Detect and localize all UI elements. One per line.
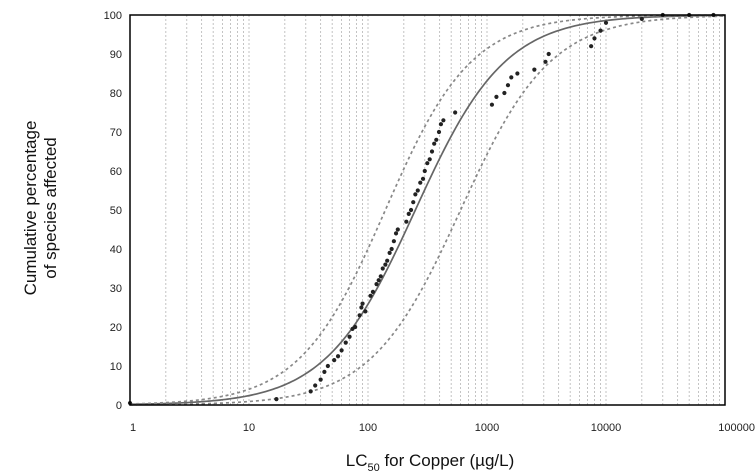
data-point — [383, 262, 388, 267]
plot-frame — [129, 14, 726, 406]
y-tick-label: 90 — [110, 49, 122, 61]
data-point — [413, 192, 418, 197]
data-point — [376, 278, 381, 283]
data-point — [415, 188, 420, 193]
data-point — [427, 157, 432, 162]
data-point — [418, 180, 423, 185]
data-point — [509, 75, 514, 80]
y-tick-label: 50 — [110, 205, 122, 217]
x-tick-label: 1000 — [475, 422, 499, 434]
data-points — [127, 12, 716, 406]
x-tick-label: 10 — [243, 422, 255, 434]
x-tick-label: 10000 — [591, 422, 622, 434]
x-axis-label-rest: for Copper (µg/L) — [380, 451, 515, 470]
data-point — [363, 309, 368, 314]
fit-curve — [129, 14, 726, 406]
data-point — [598, 28, 603, 33]
y-tick-label: 30 — [110, 283, 122, 295]
x-tick-labels: 1 10 100 1000 10000 100000 — [130, 422, 755, 434]
grid-lines — [165, 15, 720, 405]
data-point — [453, 110, 458, 115]
data-point — [370, 289, 376, 294]
data-point — [543, 59, 548, 64]
data-point — [353, 324, 358, 330]
data-point — [546, 51, 551, 57]
data-point — [502, 90, 507, 96]
data-point — [313, 383, 318, 388]
data-point — [411, 200, 416, 205]
data-point — [406, 211, 411, 216]
y-tick-label: 20 — [110, 322, 122, 334]
y-tick-label: 10 — [110, 361, 122, 373]
data-point — [308, 389, 313, 394]
data-point — [378, 274, 383, 279]
y-tick-label: 0 — [116, 400, 122, 412]
data-point — [387, 250, 392, 255]
data-point — [360, 301, 365, 306]
x-axis-label: LC50 for Copper (µg/L) — [346, 451, 515, 474]
x-tick-label: 1 — [130, 422, 136, 434]
data-point — [438, 122, 444, 127]
data-point — [347, 334, 352, 339]
fit-curves — [129, 14, 726, 406]
data-point — [274, 397, 279, 402]
x-axis-label-main: LC — [346, 451, 368, 470]
data-point — [408, 207, 414, 213]
data-point — [332, 358, 337, 363]
data-point — [603, 20, 609, 25]
x-axis-label-subscript: 50 — [367, 462, 379, 474]
data-point — [393, 231, 399, 236]
data-point — [389, 246, 394, 252]
data-point — [368, 293, 373, 298]
data-point — [515, 71, 520, 76]
y-axis-label: Cumulative percentage of species affecte… — [21, 121, 60, 296]
data-point — [395, 227, 400, 232]
data-point — [318, 377, 323, 382]
data-point — [505, 83, 511, 88]
data-point — [639, 16, 644, 21]
data-point — [325, 363, 330, 369]
data-point — [422, 168, 427, 174]
data-point — [343, 340, 348, 345]
x-tick-label: 100 — [359, 422, 377, 434]
data-point — [322, 369, 327, 374]
data-point — [432, 141, 437, 146]
data-point — [494, 94, 499, 99]
y-tick-labels: 0 10 20 30 40 50 60 70 80 90 100 — [104, 10, 122, 412]
data-point — [441, 118, 446, 123]
data-point — [391, 239, 396, 244]
confidence-curve — [129, 15, 726, 406]
data-point — [385, 258, 390, 263]
y-tick-label: 60 — [110, 166, 122, 178]
y-axis-label-line-1: Cumulative percentage — [21, 121, 40, 296]
data-point — [436, 129, 442, 135]
data-point — [380, 266, 385, 271]
data-point — [434, 137, 439, 142]
data-point — [420, 176, 426, 181]
data-point — [374, 282, 379, 287]
data-point — [339, 348, 344, 353]
data-point — [429, 149, 435, 154]
y-axis-label-line-2: of species affected — [41, 137, 60, 278]
data-point — [425, 161, 430, 166]
y-tick-label: 70 — [110, 127, 122, 139]
data-point — [589, 44, 594, 49]
x-tick-label: 100000 — [718, 422, 755, 434]
data-point — [357, 313, 362, 318]
y-tick-label: 100 — [104, 10, 122, 22]
data-point — [489, 102, 495, 107]
confidence-curve — [129, 14, 725, 405]
data-point — [404, 219, 409, 224]
data-point — [532, 67, 537, 72]
data-point — [359, 305, 364, 310]
y-tick-label: 80 — [110, 88, 122, 100]
y-tick-label: 40 — [110, 244, 122, 256]
data-point — [335, 354, 341, 359]
data-point — [592, 36, 597, 41]
